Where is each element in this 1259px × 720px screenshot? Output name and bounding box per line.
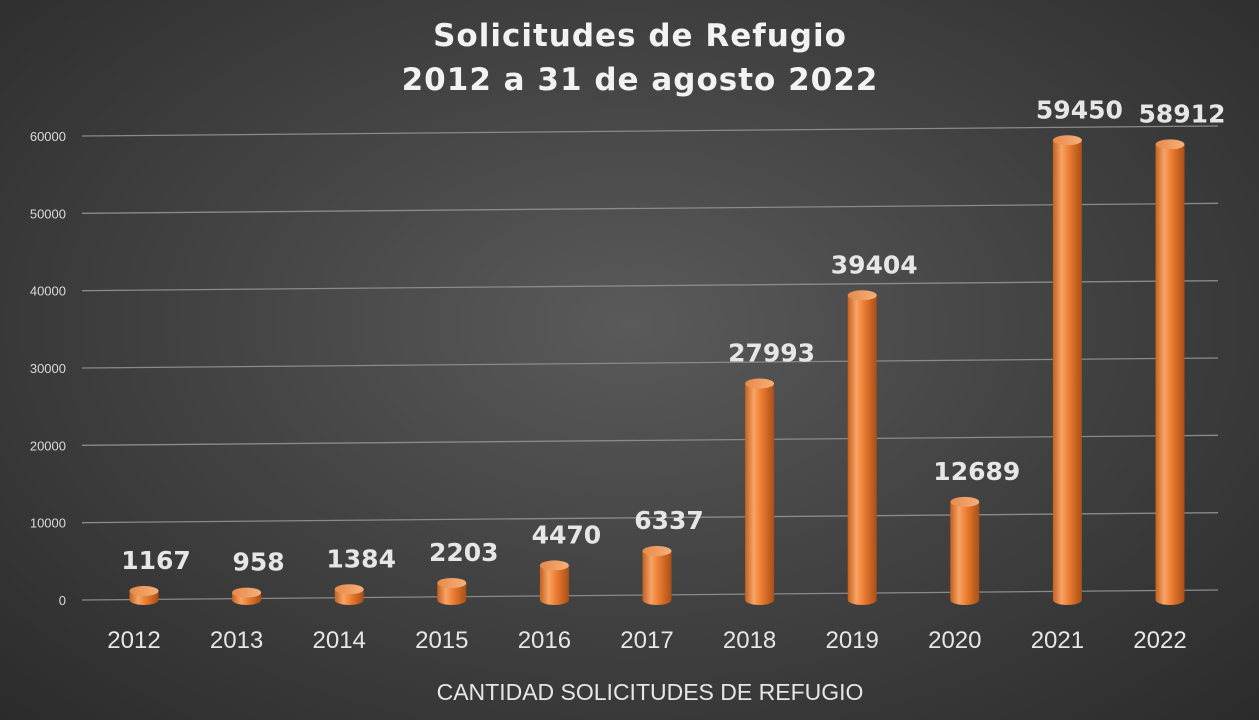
bar-body [437, 582, 467, 605]
gridline [81, 434, 1219, 446]
bars [129, 135, 1185, 605]
bar-top [1155, 139, 1185, 150]
bar-2016 [539, 560, 569, 605]
data-label: 6337 [634, 506, 704, 535]
y-tick-label: 30000 [30, 361, 66, 376]
chart-title: Solicitudes de Refugio [433, 18, 847, 54]
bar-2014 [334, 584, 364, 605]
bar-top [745, 378, 775, 389]
x-tick-label: 2012 [107, 627, 160, 654]
data-label: 958 [233, 548, 285, 577]
y-tick-label: 60000 [30, 129, 66, 144]
bar-body [745, 383, 775, 605]
bar-top [334, 584, 364, 595]
bar-2018 [745, 378, 775, 605]
bar-2017 [642, 545, 672, 605]
y-tick-label: 40000 [30, 284, 66, 299]
x-tick-label: 2018 [723, 627, 776, 654]
bar-2021 [1052, 135, 1082, 605]
x-tick-label: 2013 [210, 627, 263, 654]
bar-body [1155, 144, 1185, 605]
bar-top [129, 585, 159, 596]
bar-2015 [437, 577, 467, 605]
data-label: 27993 [728, 339, 815, 368]
gridline [81, 202, 1219, 214]
data-label: 1167 [121, 546, 191, 575]
bar-top [1052, 135, 1082, 146]
data-label: 4470 [532, 520, 602, 549]
x-axis-ticks: 2012 2013 2014 2015 2016 2017 2018 2019 2020 2021… [107, 627, 1186, 654]
data-label: 12689 [933, 457, 1020, 486]
x-tick-label: 2020 [928, 627, 981, 654]
bar-2022 [1155, 139, 1185, 605]
gridline [81, 357, 1219, 369]
bar-2013 [232, 587, 262, 605]
data-label: 39404 [831, 250, 918, 279]
bar-body [642, 550, 672, 605]
bar-body [847, 295, 877, 605]
y-tick-label: 20000 [30, 438, 66, 453]
data-label: 59450 [1036, 95, 1123, 124]
bar-top [539, 560, 569, 571]
gridline [81, 280, 1219, 292]
x-tick-label: 2017 [620, 627, 673, 654]
x-tick-label: 2021 [1031, 627, 1084, 654]
bar-top [847, 290, 877, 301]
bar-2020 [950, 496, 980, 605]
y-tick-label: 10000 [30, 516, 66, 531]
x-tick-label: 2019 [826, 627, 879, 654]
x-tick-label: 2015 [415, 627, 468, 654]
x-tick-label: 2022 [1133, 627, 1186, 654]
bar-top [232, 587, 262, 598]
y-axis-ticks: 0 10000 20000 30000 40000 50000 60000 [30, 129, 66, 608]
y-tick-label: 50000 [30, 206, 66, 221]
bar-body [950, 501, 980, 605]
bar-top [950, 496, 980, 507]
y-tick-label: 0 [59, 593, 66, 608]
x-axis-label: CANTIDAD SOLICITUDES DE REFUGIO [437, 679, 864, 705]
bar-2019 [847, 290, 877, 605]
data-label: 1384 [326, 544, 396, 573]
x-tick-label: 2016 [518, 627, 571, 654]
chart-subtitle: 2012 a 31 de agosto 2022 [402, 62, 879, 98]
bar-body [1052, 140, 1082, 605]
gridline [81, 512, 1219, 524]
bar-body [539, 565, 569, 605]
data-labels: 1167 958 1384 2203 4470 6337 27993 39404 12689 59… [121, 95, 1225, 576]
bar-top [437, 577, 467, 588]
bar-top [642, 545, 672, 556]
bar-2012 [129, 585, 159, 605]
gridlines [81, 125, 1219, 601]
data-label: 2203 [429, 538, 499, 567]
x-tick-label: 2014 [313, 627, 366, 654]
data-label: 58912 [1139, 99, 1226, 128]
gridline [81, 125, 1219, 137]
